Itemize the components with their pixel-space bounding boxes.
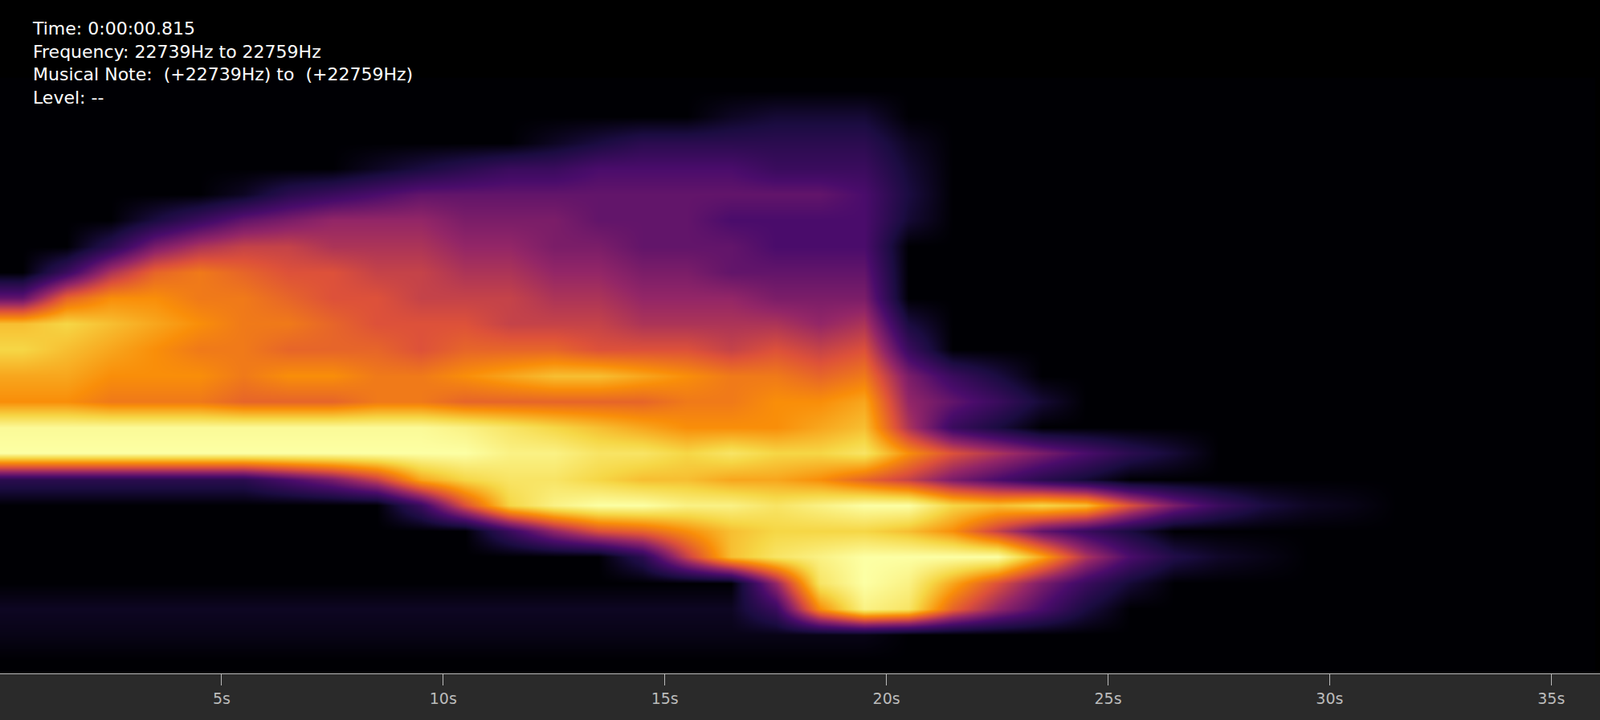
svg-text:Time: 0:00:00.815Frequency: 22: Time: 0:00:00.815Frequency: 22739Hz to 2… (32, 18, 413, 108)
svg-text:10s: 10s (429, 689, 458, 707)
svg-text:15s: 15s (651, 689, 679, 707)
svg-text:20s: 20s (873, 689, 901, 707)
svg-text:30s: 30s (1315, 689, 1343, 707)
svg-text:25s: 25s (1093, 689, 1122, 707)
svg-text:35s: 35s (1537, 689, 1565, 707)
svg-text:5s: 5s (212, 689, 231, 707)
